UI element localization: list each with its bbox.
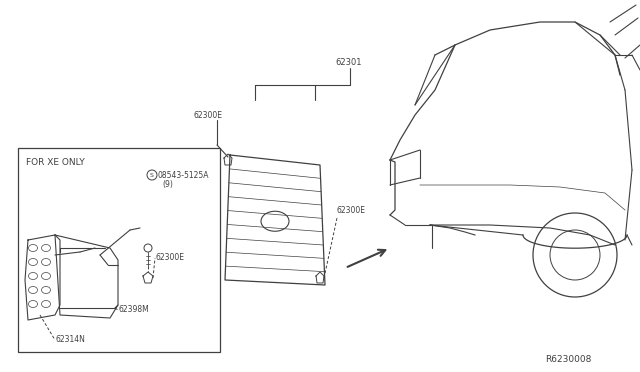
Text: 62398M: 62398M: [118, 305, 148, 314]
Bar: [18, 148, 220, 352]
Text: S: S: [150, 173, 154, 177]
Text: 62300E: 62300E: [337, 205, 366, 215]
Text: (9): (9): [162, 180, 173, 189]
Text: 08543-5125A: 08543-5125A: [158, 170, 209, 180]
Text: 62300E: 62300E: [155, 253, 184, 263]
Text: 62300E: 62300E: [193, 110, 222, 119]
Text: R6230008: R6230008: [545, 356, 591, 365]
Text: 62301: 62301: [335, 58, 362, 67]
Text: 62314N: 62314N: [55, 336, 85, 344]
Text: FOR XE ONLY: FOR XE ONLY: [26, 158, 84, 167]
